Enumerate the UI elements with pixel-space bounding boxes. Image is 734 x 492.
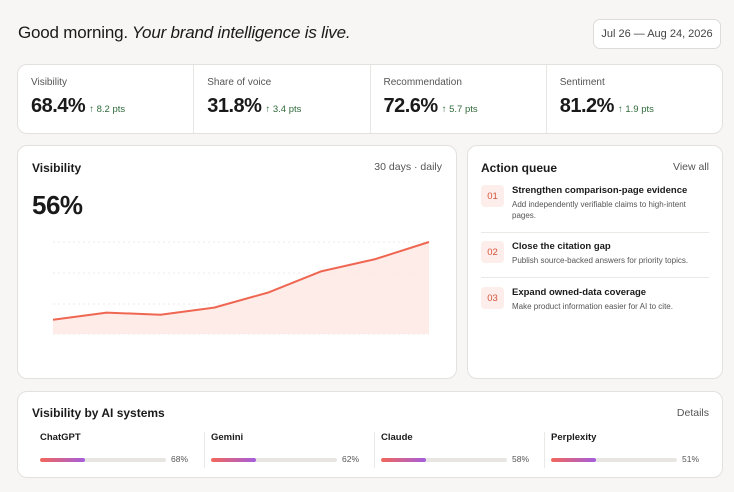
queue-divider	[481, 277, 709, 278]
metric-delta: ↑ 5.7 pts	[441, 104, 478, 115]
metric-label: Share of voice	[207, 77, 272, 88]
queue-item-title: Expand owned-data coverage	[512, 287, 647, 298]
queue-item-desc: Add independently verifiable claims to h…	[512, 200, 686, 220]
ai-system-bar-fill	[551, 458, 597, 462]
action-queue-title: Action queue	[481, 161, 558, 175]
queue-item-number: 01	[481, 185, 504, 207]
queue-item[interactable]: 02 Close the citation gap Publish source…	[481, 241, 709, 277]
metrics-strip: Visibility 68.4% ↑ 8.2 pts Share of voic…	[17, 64, 723, 134]
queue-item-desc: Make product information easier for AI t…	[512, 302, 673, 311]
details-link[interactable]: Details	[676, 407, 709, 419]
metric-delta: ↑ 8.2 pts	[89, 104, 126, 115]
view-all-link[interactable]: View all	[673, 161, 709, 173]
metric-sentiment: Sentiment 81.2% ↑ 1.9 pts	[547, 65, 722, 133]
metric-label: Sentiment	[559, 77, 605, 88]
queue-item[interactable]: 03 Expand owned-data coverage Make produ…	[481, 287, 709, 323]
metric-share-of-voice: Share of voice 31.8% ↑ 3.4 pts	[194, 65, 371, 133]
chart-series-line	[52, 241, 430, 321]
queue-item-title: Close the citation gap	[512, 241, 611, 252]
ai-systems-title: Visibility by AI systems	[32, 406, 165, 420]
ai-system-divider	[204, 432, 205, 468]
action-queue-card: Action queue View all 01 Strengthen comp…	[467, 145, 723, 379]
ai-system-bar-fill	[211, 458, 257, 462]
page-greeting: Good morning. Your brand intelligence is …	[18, 23, 351, 43]
visibility-title: Visibility	[32, 161, 82, 175]
metric-recommendation: Recommendation 72.6% ↑ 5.7 pts	[371, 65, 547, 133]
ai-system-bar-fill	[40, 458, 86, 462]
greeting-tagline: Your brand intelligence is live.	[131, 23, 351, 42]
metric-delta: ↑ 3.4 pts	[265, 104, 302, 115]
ai-system-bar	[40, 458, 166, 462]
queue-divider	[481, 232, 709, 233]
queue-item-number: 03	[481, 287, 504, 309]
ai-system-bar-fill	[381, 458, 427, 462]
ai-system-pct: 51%	[682, 454, 700, 464]
queue-item-title: Strengthen comparison-page evidence	[512, 185, 688, 196]
ai-system-pct: 62%	[342, 454, 360, 464]
chart-area	[53, 242, 429, 334]
greeting-text: Good morning.	[18, 23, 128, 42]
queue-item-desc: Publish source-backed answers for priori…	[512, 256, 689, 265]
ai-system-pct: 68%	[171, 454, 189, 464]
visibility-range[interactable]: 30 days · daily	[374, 161, 442, 173]
metric-value: 31.8%	[207, 95, 262, 117]
metric-value: 68.4%	[31, 95, 86, 117]
visibility-card: Visibility 30 days · daily 56%	[17, 145, 457, 379]
metric-value: 72.6%	[383, 95, 439, 117]
ai-system-name: ChatGPT	[40, 432, 81, 443]
ai-system-divider	[544, 432, 545, 468]
ai-system-bar	[551, 458, 677, 462]
visibility-chart	[52, 241, 430, 335]
ai-system-bar	[381, 458, 507, 462]
ai-system-divider	[374, 432, 375, 468]
metric-delta: ↑ 1.9 pts	[617, 104, 654, 115]
ai-system-name: Gemini	[211, 432, 244, 443]
ai-systems-card: Visibility by AI systems Details ChatGPT…	[17, 391, 723, 478]
metric-label: Recommendation	[383, 77, 462, 88]
ai-system-name: Perplexity	[551, 432, 597, 443]
metric-label: Visibility	[31, 77, 67, 88]
date-range-picker[interactable]: Jul 26 — Aug 24, 2026	[593, 19, 721, 49]
ai-system-pct: 58%	[512, 454, 530, 464]
visibility-current-value: 56%	[32, 190, 83, 220]
ai-system-bar	[211, 458, 337, 462]
queue-item[interactable]: 01 Strengthen comparison-page evidence A…	[481, 185, 709, 233]
metric-value: 81.2%	[559, 95, 615, 117]
metric-visibility: Visibility 68.4% ↑ 8.2 pts	[18, 65, 195, 133]
queue-item-number: 02	[481, 241, 504, 263]
ai-system-name: Claude	[381, 432, 413, 443]
